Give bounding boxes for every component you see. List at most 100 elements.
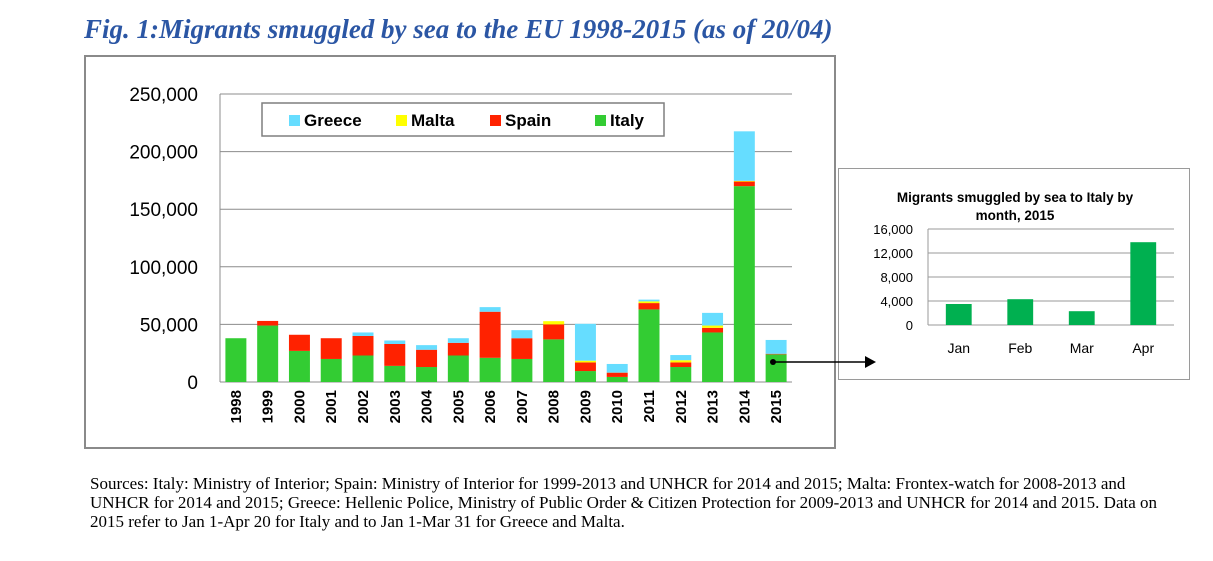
bar-segment-spain — [384, 343, 406, 366]
bar-segment-spain — [320, 338, 342, 359]
inset-chart-panel: Migrants smuggled by sea to Italy by mont… — [838, 168, 1190, 380]
bar-segment-greece — [384, 340, 406, 344]
bar-segment-italy — [257, 325, 279, 382]
x-tick-label: 1998 — [228, 390, 245, 423]
x-tick-label: 2009 — [577, 390, 594, 423]
bar-segment-italy — [543, 339, 565, 382]
inset-title-line-2: month, 2015 — [976, 208, 1055, 223]
inset-x-tick-label: Feb — [1008, 340, 1032, 356]
bar-segment-italy — [225, 338, 247, 382]
bar-segment-italy — [574, 371, 596, 382]
bar-segment-greece — [606, 363, 628, 373]
y-tick-label: 150,000 — [129, 200, 198, 221]
bar-segment-greece — [416, 345, 438, 350]
y-tick-label: 250,000 — [129, 85, 198, 106]
bar-segment-spain — [416, 349, 438, 368]
bar-segment-spain — [543, 324, 565, 340]
bar-segment-spain — [447, 342, 469, 356]
legend-label-greece: Greece — [304, 111, 362, 130]
bar-segment-malta — [638, 301, 660, 304]
bar-segment-italy — [479, 357, 501, 382]
inset-y-tick-label: 16,000 — [873, 222, 913, 237]
inset-bar — [1007, 299, 1034, 325]
bar-segment-spain — [702, 327, 724, 333]
inset-x-tick-label: Jan — [947, 340, 970, 356]
bar-segment-greece — [574, 323, 596, 361]
bar-segment-greece — [765, 339, 787, 354]
bar-segment-spain — [288, 334, 310, 351]
figure-title: Fig. 1:Migrants smuggled by sea to the E… — [84, 14, 833, 44]
bar-segment-italy — [511, 358, 533, 382]
x-tick-label: 2010 — [609, 390, 626, 423]
inset-y-tick-label: 12,000 — [873, 246, 913, 261]
bar-segment-greece — [702, 312, 724, 326]
legend-label-spain: Spain — [505, 111, 551, 130]
bar-segment-italy — [416, 367, 438, 382]
legend-swatch-spain — [490, 115, 501, 126]
bar-segment-spain — [257, 320, 279, 326]
x-tick-label: 2006 — [482, 390, 499, 423]
inset-bar — [1130, 242, 1157, 325]
inset-x-tick-label: Apr — [1132, 340, 1154, 356]
bar-segment-malta — [702, 325, 724, 328]
bar-segment-spain — [670, 362, 692, 368]
bar-segment-spain — [733, 181, 755, 187]
inset-y-tick-label: 8,000 — [880, 270, 913, 285]
x-tick-label: 2013 — [705, 390, 722, 423]
bar-segment-spain — [765, 353, 787, 355]
legend-label-italy: Italy — [610, 111, 645, 130]
legend-swatch-malta — [396, 115, 407, 126]
sources-note: Sources: Italy: Ministry of Interior; Sp… — [90, 474, 1158, 531]
bar-segment-italy — [606, 376, 628, 382]
x-tick-label: 2012 — [673, 390, 690, 423]
x-tick-label: 2005 — [450, 390, 467, 423]
x-tick-label: 2011 — [641, 390, 658, 423]
bar-segment-spain — [574, 362, 596, 372]
inset-title-line-1: Migrants smuggled by sea to Italy by — [897, 190, 1134, 205]
bar-segment-italy — [384, 365, 406, 382]
bar-segment-italy — [352, 355, 374, 382]
inset-y-tick-label: 4,000 — [880, 294, 913, 309]
inset-bar — [945, 304, 972, 325]
inset-x-tick-label: Mar — [1070, 340, 1094, 356]
x-tick-label: 2001 — [323, 390, 340, 423]
y-tick-label: 50,000 — [140, 315, 198, 336]
x-tick-label: 2007 — [514, 390, 531, 423]
bar-segment-italy — [638, 309, 660, 382]
main-stacked-bar-chart: 0 50,000 100,000 150,000 200,000 250,000 1998 1… — [129, 85, 792, 423]
bar-segment-malta — [670, 360, 692, 363]
bar-segment-greece — [447, 338, 469, 343]
bar-segment-italy — [320, 358, 342, 382]
bar-segment-greece — [479, 307, 501, 312]
bar-segment-italy — [733, 186, 755, 382]
legend-swatch-greece — [289, 115, 300, 126]
inset-bar — [1068, 311, 1095, 325]
bar-segment-spain — [606, 372, 628, 377]
y-tick-label: 100,000 — [129, 258, 198, 279]
bar-segment-malta — [574, 360, 596, 363]
y-tick-label: 0 — [187, 373, 198, 394]
x-tick-label: 1999 — [260, 390, 277, 423]
inset-monthly-bar-chart: Migrants smuggled by sea to Italy by mont… — [873, 190, 1174, 356]
bar-segment-greece — [638, 299, 660, 302]
bar-segment-malta — [543, 321, 565, 325]
x-tick-label: 2000 — [291, 390, 308, 423]
x-tick-label: 2015 — [768, 390, 785, 423]
x-tick-label: 2014 — [736, 389, 753, 423]
legend-swatch-italy — [595, 115, 606, 126]
x-tick-label: 2002 — [355, 390, 372, 423]
bar-segment-italy — [288, 350, 310, 382]
inset-y-tick-label: 0 — [906, 318, 913, 333]
bar-segment-italy — [702, 332, 724, 382]
bar-segment-italy — [447, 355, 469, 382]
bar-segment-greece — [670, 355, 692, 361]
bar-segment-malta — [733, 180, 755, 182]
main-chart-panel: 0 50,000 100,000 150,000 200,000 250,000 1998 1… — [84, 55, 836, 449]
bar-segment-spain — [352, 335, 374, 356]
callout-arrow-head — [865, 356, 876, 368]
legend-label-malta: Malta — [411, 111, 455, 130]
y-tick-label: 200,000 — [129, 143, 198, 164]
bar-segment-spain — [479, 311, 501, 358]
bar-segment-greece — [352, 332, 374, 336]
